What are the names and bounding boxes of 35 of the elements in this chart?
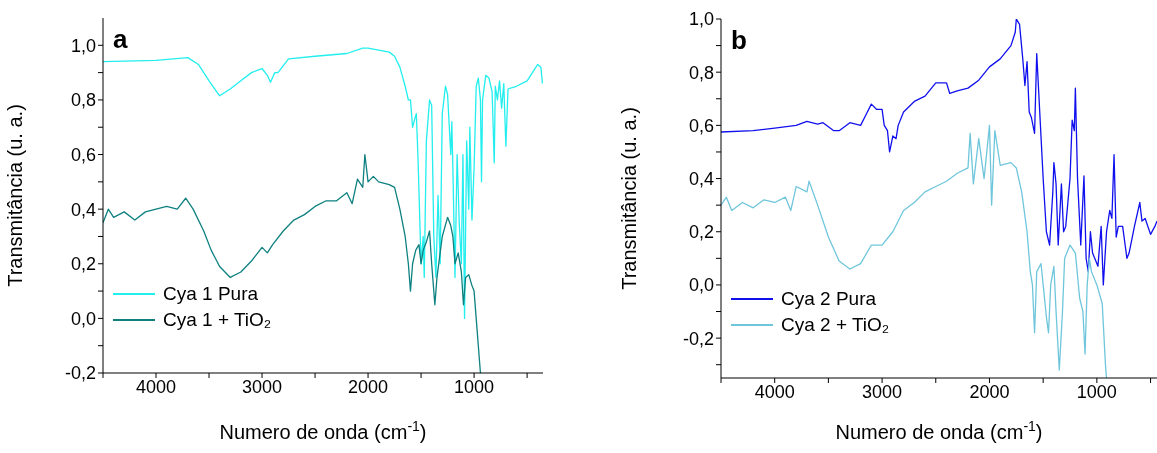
x-tick-label: 1000 <box>454 376 495 397</box>
x-tick-label: 2000 <box>969 381 1010 402</box>
y-tick-label: 0,8 <box>70 90 96 111</box>
legend-label: Cya 1 Pura <box>163 282 259 306</box>
y-tick-label: -0,2 <box>64 363 96 384</box>
annotation: b <box>731 25 747 56</box>
line-series <box>721 19 1157 286</box>
x-tick-label: 3000 <box>242 376 283 397</box>
legend-label: Cya 1 + TiO₂ <box>163 308 272 332</box>
y-tick-label: 0,0 <box>70 308 96 329</box>
line-series <box>103 153 482 373</box>
x-axis-title: Numero de onda (cm$^{-1}$) <box>219 418 427 443</box>
x-tick-label: 3000 <box>862 381 903 402</box>
y-tick-label: 1,0 <box>70 35 96 56</box>
y-axis-title: Transmitância (u. a.) <box>618 107 640 290</box>
legend-label: Cya 2 + TiO₂ <box>781 313 890 337</box>
y-tick-label: 0,8 <box>688 62 714 83</box>
x-tick-label: 2000 <box>348 376 389 397</box>
x-tick-label: 4000 <box>754 381 795 402</box>
y-tick-label: 0,2 <box>688 222 714 243</box>
y-tick-label: 0,6 <box>70 144 96 165</box>
y-tick-label: -0,2 <box>682 328 714 349</box>
y-axis-title: Transmitância (u. a.) <box>4 104 26 287</box>
y-tick-label: 0,2 <box>70 254 96 275</box>
x-tick-label: 1000 <box>1076 381 1117 402</box>
y-tick-label: 0,4 <box>688 168 714 189</box>
y-tick-label: 1,0 <box>688 9 714 30</box>
annotation: a <box>113 24 128 55</box>
x-tick-label: 4000 <box>135 376 177 397</box>
y-tick-label: 0,4 <box>70 199 96 220</box>
y-tick-label: 0,6 <box>688 115 714 136</box>
y-tick-label: 0,0 <box>688 275 714 296</box>
line-series <box>721 124 1108 378</box>
legend-label: Cya 2 Pura <box>781 287 877 311</box>
x-axis-title: Numero de onda (cm$^{-1}$) <box>835 418 1043 443</box>
